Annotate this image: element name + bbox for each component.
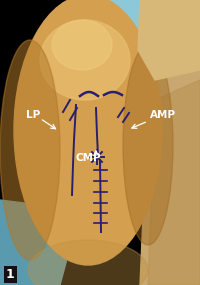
Ellipse shape	[52, 20, 112, 70]
Polygon shape	[0, 200, 80, 285]
Ellipse shape	[40, 20, 130, 100]
Polygon shape	[148, 80, 200, 285]
Ellipse shape	[14, 0, 162, 265]
Ellipse shape	[123, 45, 173, 245]
Ellipse shape	[28, 240, 148, 285]
Polygon shape	[138, 0, 200, 80]
Polygon shape	[100, 0, 200, 80]
Text: 1: 1	[6, 268, 15, 281]
Ellipse shape	[0, 40, 60, 260]
Text: CMP: CMP	[76, 153, 102, 163]
Text: LP: LP	[26, 110, 40, 120]
Polygon shape	[140, 50, 200, 285]
Text: AMP: AMP	[150, 110, 176, 120]
